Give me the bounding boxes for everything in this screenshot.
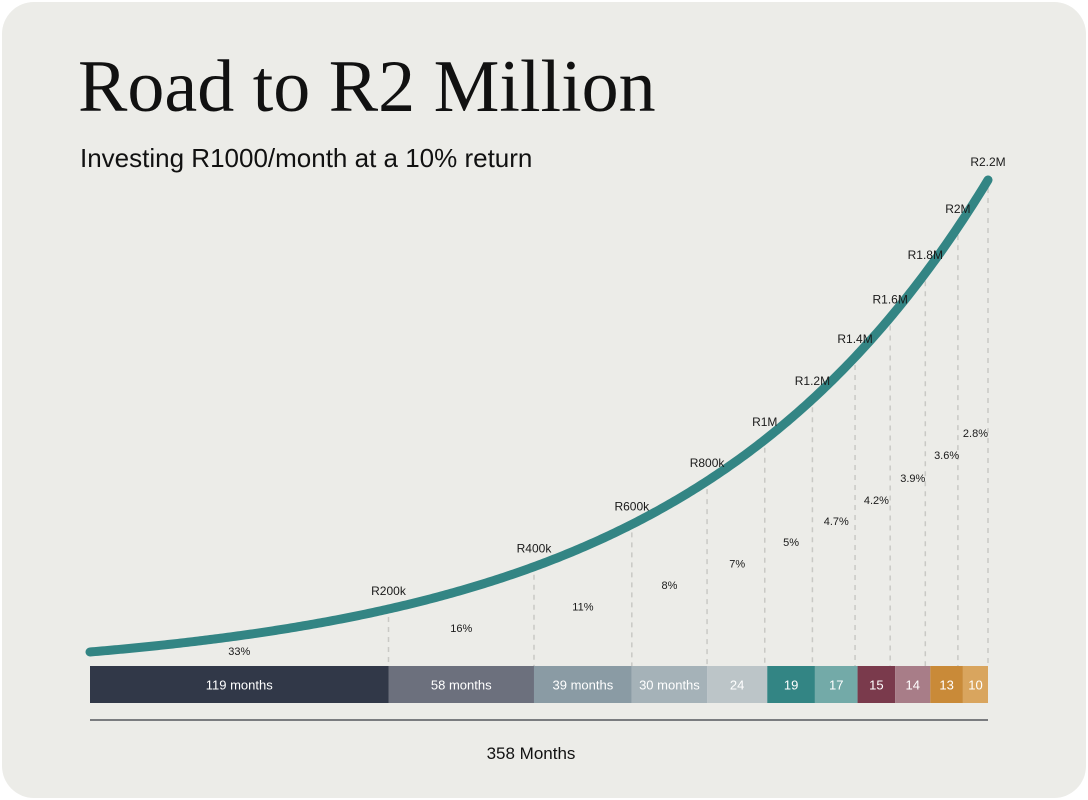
- month-segment-bar: [857, 666, 896, 703]
- month-segment-label: 17: [829, 678, 843, 693]
- milestone-label: R400k: [517, 542, 553, 556]
- total-months-label: 358 Months: [487, 744, 576, 763]
- month-segment-bar: [707, 666, 768, 703]
- month-segment-label: 14: [906, 678, 920, 693]
- month-segment-label: 13: [939, 678, 953, 693]
- segment-share-label: 16%: [450, 623, 472, 635]
- milestone-label: R1.8M: [908, 248, 943, 262]
- month-segment-label: 30 months: [639, 678, 700, 693]
- milestone-label: R1.4M: [837, 332, 872, 346]
- segment-share-label: 8%: [661, 580, 677, 592]
- month-segment-bar: [631, 666, 708, 703]
- milestone-label: R2.2M: [970, 155, 1005, 169]
- month-segment-label: 58 months: [431, 678, 492, 693]
- segment-share-label: 4.7%: [824, 516, 849, 528]
- milestone-label: R1.2M: [795, 374, 830, 388]
- month-segment-label: 19: [784, 678, 798, 693]
- milestone-label: R1M: [752, 415, 777, 429]
- month-segment-bar: [388, 666, 534, 703]
- month-segment-label: 119 months: [206, 678, 273, 693]
- milestone-label: R200k: [371, 584, 407, 598]
- month-segment-label: 39 months: [553, 678, 614, 693]
- segment-share-label: 2.8%: [963, 428, 988, 440]
- segment-share-label: 3.6%: [934, 450, 959, 462]
- segment-share-label: 11%: [572, 602, 593, 614]
- milestone-label: R800k: [690, 456, 726, 470]
- month-segment-label: 15: [869, 678, 883, 693]
- segment-share-label: 4.2%: [864, 495, 889, 507]
- month-segment-bar: [767, 666, 815, 703]
- milestone-label: R600k: [614, 499, 650, 513]
- month-segment-bar: [90, 666, 389, 703]
- growth-curve: [85, 175, 993, 657]
- milestone-label: R1.6M: [873, 293, 908, 307]
- month-segment-bar: [533, 666, 632, 703]
- month-segment-label: 24: [730, 678, 744, 693]
- segment-share-label: 5%: [783, 537, 799, 549]
- month-segment-label: 10: [968, 678, 982, 693]
- segment-share-label: 7%: [729, 558, 745, 570]
- month-segment-bar: [895, 666, 931, 703]
- milestone-label: R2M: [945, 202, 970, 216]
- chart-title: Road to R2 Million: [78, 46, 656, 128]
- segment-share-label: 3.9%: [900, 473, 925, 485]
- month-segment-bar: [962, 666, 988, 703]
- month-segment-bar: [930, 666, 963, 703]
- chart-subtitle: Investing R1000/month at a 10% return: [80, 143, 533, 173]
- segment-share-label: 33%: [228, 646, 250, 658]
- month-segment-bar: [814, 666, 858, 703]
